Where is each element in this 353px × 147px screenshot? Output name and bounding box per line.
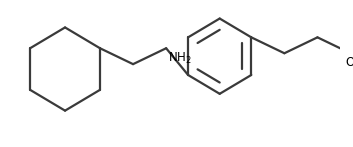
Text: NH$_2$: NH$_2$ bbox=[168, 51, 192, 66]
Text: O: O bbox=[345, 56, 353, 69]
